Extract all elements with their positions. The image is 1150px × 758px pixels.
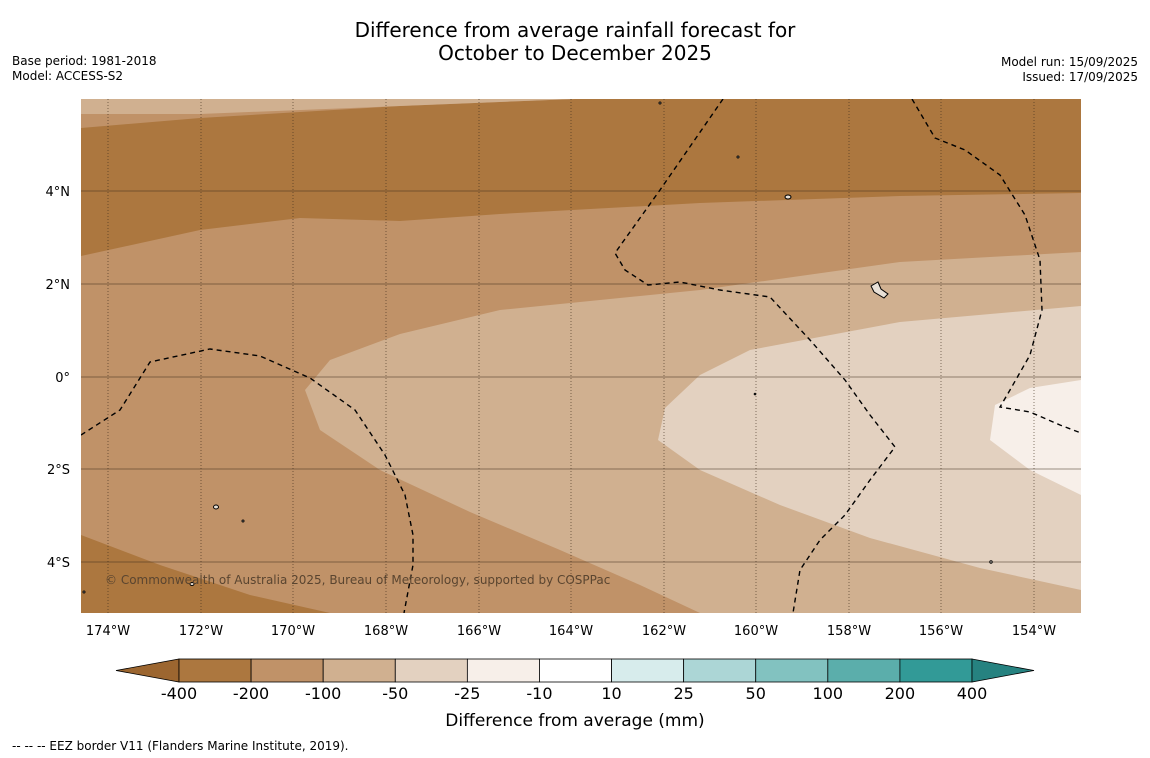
- lat-label: 2°N: [46, 278, 71, 293]
- model-label: Model: ACCESS-S2: [12, 69, 124, 83]
- island-7: [753, 392, 757, 396]
- colorbar-tick-label: -400: [161, 684, 197, 703]
- rainfall-anomaly-field: [81, 99, 1081, 613]
- islands: [82, 101, 993, 594]
- colorbar-swatch: [250, 658, 324, 683]
- eez-border-west: [81, 348, 414, 613]
- island-1: [784, 194, 792, 200]
- colorbar-swatch: [322, 658, 396, 683]
- lon-label: 174°W: [86, 624, 130, 639]
- lon-label: 158°W: [827, 624, 871, 639]
- lon-label: 168°W: [364, 624, 408, 639]
- colorbar-tick-label: 50: [746, 684, 766, 703]
- colorbar-swatch: [899, 658, 973, 683]
- colorbar-swatch: [683, 658, 757, 683]
- graticule: [81, 99, 1081, 613]
- colorbar-tick-label: 400: [957, 684, 988, 703]
- lon-label: 172°W: [179, 624, 223, 639]
- band-minus-10-to-25: [990, 380, 1081, 495]
- island-5: [736, 155, 740, 159]
- lon-label: 154°W: [1012, 624, 1056, 639]
- map-title: Difference from average rainfall forecas…: [0, 19, 1150, 65]
- colorbar-swatch: [178, 658, 252, 683]
- colorbar-swatch: [539, 658, 612, 683]
- colorbar-tick-label: -10: [526, 684, 552, 703]
- island-10: [82, 590, 86, 594]
- latitude-labels: 4°N 2°N 0° 2°S 4°S: [46, 185, 71, 571]
- issued-label: Issued: 17/09/2025: [1022, 70, 1138, 84]
- island-2: [870, 281, 889, 299]
- island-6: [658, 101, 662, 105]
- island-4: [241, 519, 245, 523]
- eez-border-east: [911, 99, 1081, 434]
- model-run-label: Model run: 15/09/2025: [1000, 55, 1138, 69]
- colorbar-tick-label: 200: [885, 684, 916, 703]
- lon-label: 170°W: [271, 624, 315, 639]
- island-8: [989, 560, 993, 564]
- colorbar-tick-label: 25: [673, 684, 693, 703]
- colorbar-tick-labels: -400 -200 -100 -50 -25 -10 10 25 50 100 200 400: [161, 684, 987, 703]
- colorbar-tick-label: 100: [813, 684, 844, 703]
- copyright-notice: © Commonwealth of Australia 2025, Bureau…: [105, 573, 610, 587]
- colorbar-swatch: [755, 658, 829, 683]
- map-title-line-1: Difference from average rainfall forecas…: [354, 18, 796, 42]
- colorbar-extend-high: [971, 658, 1035, 683]
- lon-label: 164°W: [549, 624, 593, 639]
- colorbar-tick-label: -200: [233, 684, 269, 703]
- eez-borders: [81, 99, 1081, 613]
- lon-label: 166°W: [457, 624, 501, 639]
- colorbar: [115, 658, 1035, 683]
- band-south-minus-200-to-400: [81, 535, 330, 613]
- colorbar-swatch: [827, 658, 901, 683]
- band-north-minus-200-to-400: [81, 99, 1081, 256]
- colorbar-title: Difference from average (mm): [445, 711, 704, 731]
- island-3: [213, 504, 219, 510]
- lat-label: 2°S: [47, 463, 70, 478]
- colorbar-swatch: [466, 658, 540, 683]
- colorbar-tick-label: -50: [382, 684, 408, 703]
- base-info: Base period: 1981-2018 Model: ACCESS-S2: [12, 54, 157, 84]
- colorbar-tick-label: 10: [601, 684, 621, 703]
- lon-label: 162°W: [642, 624, 686, 639]
- eez-border-central: [614, 99, 896, 613]
- run-info: Model run: 15/09/2025 Issued: 17/09/2025: [1001, 55, 1138, 85]
- band-northwest-minus-50-to-100: [81, 99, 575, 114]
- lat-label: 4°S: [47, 556, 70, 571]
- island-9: [189, 582, 195, 586]
- longitude-labels: 174°W 172°W 170°W 168°W 166°W 164°W 162°…: [86, 624, 1056, 639]
- colorbar-tick-label: -25: [454, 684, 480, 703]
- colorbar-tick-label: -100: [305, 684, 341, 703]
- colorbar-swatch: [394, 658, 468, 683]
- map-title-line-2: October to December 2025: [438, 41, 712, 65]
- eez-footnote: -- -- -- EEZ border V11 (Flanders Marine…: [12, 739, 349, 753]
- colorbar-swatch: [611, 658, 685, 683]
- base-period-label: Base period: 1981-2018: [12, 54, 157, 68]
- lon-label: 156°W: [919, 624, 963, 639]
- lat-label: 4°N: [46, 185, 71, 200]
- lat-label: 0°: [55, 371, 70, 386]
- lon-label: 160°W: [734, 624, 778, 639]
- colorbar-extend-low: [115, 658, 180, 683]
